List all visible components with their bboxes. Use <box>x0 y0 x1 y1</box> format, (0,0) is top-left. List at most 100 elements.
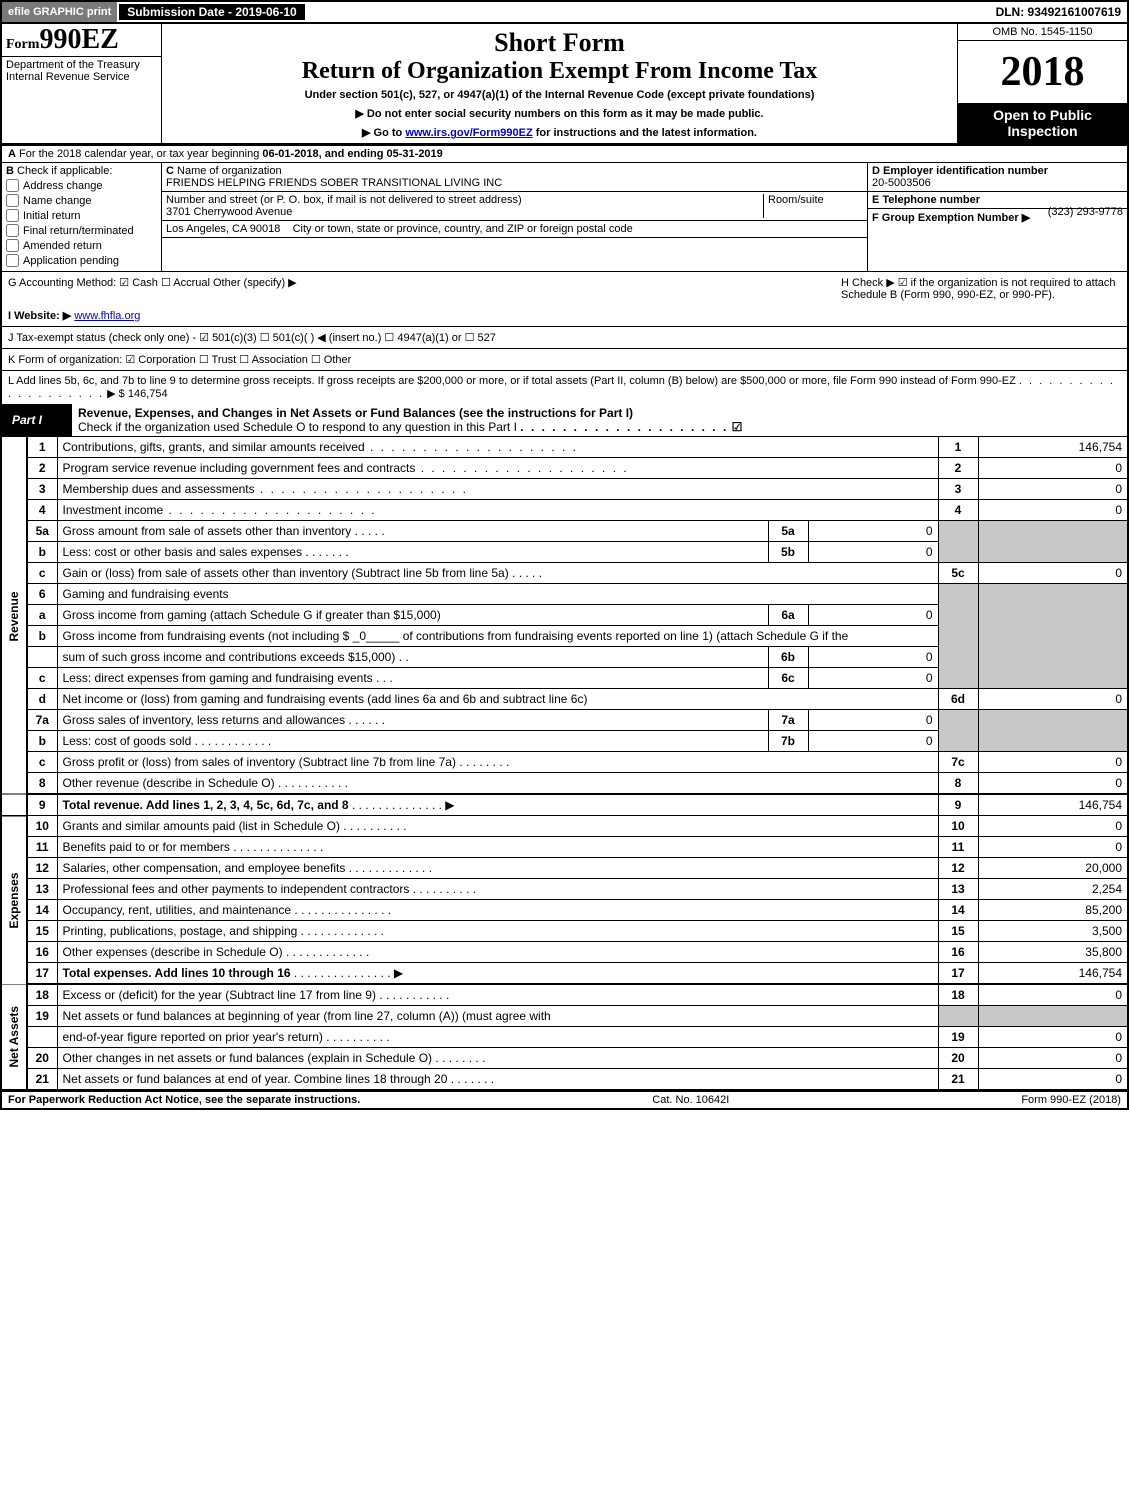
chk-name-change[interactable]: Name change <box>6 194 157 207</box>
line-6a-desc: Gross income from gaming (attach Schedul… <box>57 605 768 626</box>
line-10-desc: Grants and similar amounts paid (list in… <box>57 816 938 837</box>
group-exemption-label: F Group Exemption Number ▶ <box>872 212 1030 224</box>
line-14-desc: Occupancy, rent, utilities, and maintena… <box>57 900 938 921</box>
line-6c-num: c <box>27 668 57 689</box>
line-9-val: 146,754 <box>978 794 1128 816</box>
line-1-rn: 1 <box>938 437 978 458</box>
line-6b-pre-desc: Gross income from fundraising events (no… <box>57 626 938 647</box>
line-8-rn: 8 <box>938 773 978 795</box>
chk-application-pending[interactable]: Application pending <box>6 254 157 267</box>
room-suite: Room/suite <box>763 194 863 218</box>
line-13-rn: 13 <box>938 879 978 900</box>
under-section: Under section 501(c), 527, or 4947(a)(1)… <box>166 89 953 101</box>
line-8-val: 0 <box>978 773 1128 795</box>
ein-label: D Employer identification number <box>872 165 1048 177</box>
row-gh: G Accounting Method: ☑ Cash ☐ Accrual Ot… <box>0 271 1129 305</box>
revenue-side-label: Revenue <box>1 437 27 795</box>
line-12-desc: Salaries, other compensation, and employ… <box>57 858 938 879</box>
phone-label: E Telephone number <box>872 194 980 206</box>
ty-begin: 06-01-2018 <box>262 148 318 160</box>
line-6b-mn: 6b <box>768 647 808 668</box>
accounting-method: G Accounting Method: ☑ Cash ☐ Accrual Ot… <box>8 276 297 301</box>
check-if-applicable: Check if applicable: <box>17 165 112 177</box>
chk-amended-return[interactable]: Amended return <box>6 239 157 252</box>
chk-final-return[interactable]: Final return/terminated <box>6 224 157 237</box>
line-20-num: 20 <box>27 1048 57 1069</box>
irs-link[interactable]: www.irs.gov/Form990EZ <box>405 127 532 139</box>
open-to-public: Open to Public Inspection <box>958 103 1127 143</box>
col-def: D Employer identification number 20-5003… <box>867 163 1127 271</box>
omb-number: OMB No. 1545-1150 <box>958 24 1127 41</box>
line-5b-desc: Less: cost or other basis and sales expe… <box>57 542 768 563</box>
line-11-desc: Benefits paid to or for members . . . . … <box>57 837 938 858</box>
row-a-pre: For the 2018 calendar year, or tax year … <box>19 148 262 160</box>
website-link[interactable]: www.fhfla.org <box>74 310 140 322</box>
net-assets-side-label: Net Assets <box>1 984 27 1090</box>
street-address: 3701 Cherrywood Avenue <box>166 206 292 218</box>
shade-19v <box>978 1006 1128 1027</box>
form-header: Form990EZ Department of the TreasuryInte… <box>0 24 1129 143</box>
line-6a-num: a <box>27 605 57 626</box>
line-5c-val: 0 <box>978 563 1128 584</box>
line-7c-desc: Gross profit or (loss) from sales of inv… <box>57 752 938 773</box>
goto-link-line: ▶ Go to www.irs.gov/Form990EZ for instru… <box>166 126 953 139</box>
line-1-val: 146,754 <box>978 437 1128 458</box>
ty-end: 05-31-2019 <box>387 148 443 160</box>
chk-initial-return[interactable]: Initial return <box>6 209 157 222</box>
line-7b-desc: Less: cost of goods sold . . . . . . . .… <box>57 731 768 752</box>
irs-label: Internal Revenue Service <box>6 71 130 83</box>
line-1-num: 1 <box>27 437 57 458</box>
line-19a-desc: Net assets or fund balances at beginning… <box>57 1006 938 1027</box>
line-6b-mv: 0 <box>808 647 938 668</box>
section-bcdef: B Check if applicable: Address change Na… <box>0 162 1129 271</box>
line-13-val: 2,254 <box>978 879 1128 900</box>
line-3-rn: 3 <box>938 479 978 500</box>
org-name: FRIENDS HELPING FRIENDS SOBER TRANSITION… <box>166 177 502 189</box>
line-21-num: 21 <box>27 1069 57 1090</box>
line-18-desc: Excess or (deficit) for the year (Subtra… <box>57 984 938 1006</box>
submission-date: Submission Date - 2019-06-10 <box>117 2 306 22</box>
line-15-val: 3,500 <box>978 921 1128 942</box>
row-k: K Form of organization: ☑ Corporation ☐ … <box>0 348 1129 370</box>
header-right: OMB No. 1545-1150 2018 Open to Public In… <box>957 24 1127 143</box>
line-2-num: 2 <box>27 458 57 479</box>
chk-address-change[interactable]: Address change <box>6 179 157 192</box>
return-title: Return of Organization Exempt From Incom… <box>166 58 953 85</box>
line-4-val: 0 <box>978 500 1128 521</box>
part1-label: Part I <box>2 411 72 429</box>
line-5c-num: c <box>27 563 57 584</box>
line-5a-num: 5a <box>27 521 57 542</box>
ein-value: 20-5003506 <box>872 177 931 189</box>
line-9-num: 9 <box>27 794 57 816</box>
line-20-desc: Other changes in net assets or fund bala… <box>57 1048 938 1069</box>
line-6d-rn: 6d <box>938 689 978 710</box>
part1-header: Part I Revenue, Expenses, and Changes in… <box>0 404 1129 436</box>
line-16-rn: 16 <box>938 942 978 963</box>
part1-sub: Check if the organization used Schedule … <box>78 420 517 434</box>
line-2-desc: Program service revenue including govern… <box>57 458 938 479</box>
line-6a-mn: 6a <box>768 605 808 626</box>
line-16-num: 16 <box>27 942 57 963</box>
shade-7v <box>978 710 1128 752</box>
shade-6v <box>978 584 1128 689</box>
line-6-num: 6 <box>27 584 57 605</box>
row-i: I Website: ▶ www.fhfla.org <box>0 305 1129 326</box>
label-b: B <box>6 165 14 177</box>
expenses-side-label: Expenses <box>1 816 27 985</box>
line-7a-mv: 0 <box>808 710 938 731</box>
line-4-num: 4 <box>27 500 57 521</box>
line-20-val: 0 <box>978 1048 1128 1069</box>
line-14-rn: 14 <box>938 900 978 921</box>
efile-print-button[interactable]: efile GRAPHIC print <box>2 2 117 22</box>
line-5c-desc: Gain or (loss) from sale of assets other… <box>57 563 938 584</box>
line-3-desc: Membership dues and assessments <box>57 479 938 500</box>
schedule-o-check: ☑ <box>732 420 743 434</box>
goto-pre: ▶ Go to <box>362 127 405 139</box>
shade-5 <box>938 521 978 563</box>
line-12-val: 20,000 <box>978 858 1128 879</box>
line-19b-num <box>27 1027 57 1048</box>
line-10-rn: 10 <box>938 816 978 837</box>
line-6a-mv: 0 <box>808 605 938 626</box>
city-state-zip: Los Angeles, CA 90018 <box>166 223 280 235</box>
line-17-num: 17 <box>27 963 57 985</box>
